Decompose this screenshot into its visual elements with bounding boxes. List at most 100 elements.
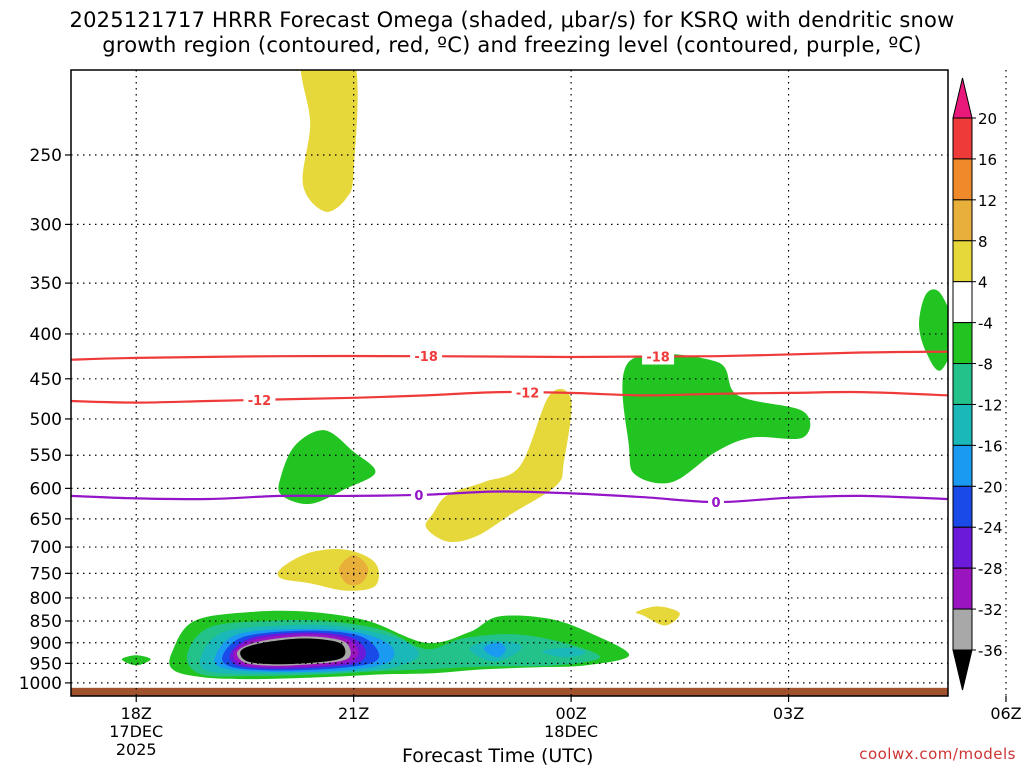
omega-region: [999, 616, 1014, 629]
omega-region: [277, 549, 379, 591]
colorbar-bottom-arrow: [952, 649, 973, 691]
x-axis-label: Forecast Time (UTC): [402, 745, 594, 767]
contour-label: -18: [414, 350, 438, 365]
colorbar-segment: [952, 117, 973, 160]
title-line-1: 2025121717 HRRR Forecast Omega (shaded, …: [69, 8, 955, 32]
omega-region: [121, 655, 151, 666]
colorbar-label: -12: [978, 396, 1003, 414]
title-line-2: growth region (contoured, red, ºC) and f…: [102, 33, 922, 57]
omega-region: [975, 426, 1016, 542]
colorbar-segment: [952, 444, 973, 487]
contour-label-bg: [642, 348, 675, 365]
y-tick-label: 500: [30, 410, 62, 430]
x-tick-label: 03Z: [773, 704, 804, 723]
contour-label-bg: [410, 348, 443, 365]
omega-region: [469, 640, 522, 662]
y-tick-label: 600: [30, 479, 62, 499]
omega-region: [622, 353, 811, 484]
y-tick-label: 350: [30, 274, 62, 294]
x-tick-label: 06Z: [990, 704, 1021, 723]
x-tick-date: 18DEC: [544, 722, 598, 741]
colorbar-label: 16: [978, 151, 997, 169]
contour-label-bg: [511, 384, 544, 401]
omega-region: [214, 628, 395, 673]
colorbar-label: 8: [978, 233, 988, 251]
y-tick-label: 900: [30, 634, 62, 654]
omega-region: [278, 430, 376, 505]
colorbar-segment: [952, 281, 973, 324]
colorbar-label: -28: [978, 560, 1003, 578]
contour-label: -12: [516, 386, 540, 401]
chart-title: 2025121717 HRRR Forecast Omega (shaded, …: [0, 8, 1024, 58]
omega-shading: [121, 70, 1016, 680]
omega-region: [236, 636, 351, 666]
y-tick-label: 400: [30, 325, 62, 345]
omega-region: [542, 647, 586, 658]
omega-region: [222, 630, 380, 671]
x-tick-label: 00Z: [555, 704, 586, 723]
colorbar-segment: [952, 199, 973, 242]
contour-label: -18: [646, 351, 670, 366]
x-tick-year: 2025: [116, 740, 157, 759]
y-tick-label: 1000: [19, 674, 62, 694]
plot-area: [71, 70, 948, 696]
contour-label-bg: [708, 494, 725, 511]
colorbar-label: -4: [978, 315, 993, 333]
omega-region: [169, 610, 630, 680]
omega-region: [233, 634, 359, 668]
ground-fill: [71, 687, 948, 696]
contour-line: [71, 490, 948, 504]
plot-frame: [70, 69, 949, 697]
colorbar-label: -16: [978, 437, 1003, 455]
site-credit: coolwx.com/models: [859, 745, 1016, 763]
colorbar-segment: [952, 158, 973, 201]
colorbar-label: -36: [978, 642, 1003, 660]
y-tick-label: 300: [30, 215, 62, 235]
y-tick-label: 800: [30, 589, 62, 609]
colorbar: 20 16 12 8 4 -4 -8 -12 -16 -20 -24 -28 -32 -36: [952, 77, 1003, 691]
omega-region: [240, 638, 346, 665]
colorbar-label: 12: [978, 192, 997, 210]
y-tick-label: 250: [30, 146, 62, 166]
omega-region: [229, 632, 366, 669]
x-tick-label: 21Z: [338, 704, 369, 723]
contour-label-bg: [410, 486, 427, 503]
y-tick-label: 550: [30, 446, 62, 466]
x-tick-label: 18Z: [121, 704, 152, 723]
colorbar-label: 4: [978, 274, 988, 292]
y-tick-label: 700: [30, 538, 62, 558]
colorbar-segment: [952, 567, 973, 610]
omega-region: [186, 620, 601, 677]
omega-region: [339, 555, 369, 586]
y-tick-label: 750: [30, 564, 62, 584]
contour-line: [71, 390, 948, 404]
colorbar-label: -24: [978, 519, 1003, 537]
omega-region: [199, 624, 420, 675]
colorbar-label: -8: [978, 356, 993, 374]
contour-lines: -18 -18 -12 -12 0 0: [71, 348, 948, 511]
contour-label: 0: [712, 496, 721, 511]
colorbar-segment: [952, 240, 973, 283]
omega-region: [635, 606, 680, 626]
y-tick-label: 450: [30, 370, 62, 390]
omega-region: [919, 289, 948, 371]
y-tick-label: 650: [30, 510, 62, 530]
omega-region: [483, 642, 506, 658]
omega-region: [300, 70, 358, 212]
contour-label: 0: [414, 489, 423, 504]
y-tick-label: 950: [30, 654, 62, 674]
contour-label-bg: [243, 391, 276, 408]
ground-layer: [71, 687, 948, 696]
colorbar-label: -32: [978, 601, 1003, 619]
omega-region: [425, 388, 572, 543]
colorbar-segment: [952, 403, 973, 446]
colorbar-segment: [952, 485, 973, 528]
y-tick-label: 850: [30, 612, 62, 632]
x-tick-date: 17DEC: [109, 722, 163, 741]
colorbar-label: -20: [978, 478, 1003, 496]
contour-label: -12: [248, 394, 272, 409]
colorbar-segment: [952, 363, 973, 405]
colorbar-label: 20: [978, 110, 997, 128]
colorbar-segment: [952, 608, 973, 651]
